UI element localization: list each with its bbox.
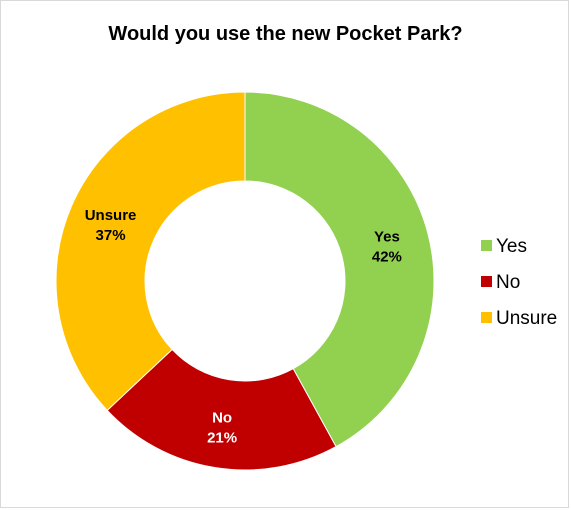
chart-legend: Yes No Unsure [481, 236, 557, 329]
slice-value-text: 21% [207, 430, 237, 447]
slice-value-text: 37% [96, 227, 126, 244]
slice-unsure [55, 91, 246, 412]
legend-label-no: No [496, 272, 520, 293]
slice-label-unsure: Unsure 37% [85, 207, 137, 244]
chart-title: Would you use the new Pocket Park? [108, 23, 463, 45]
slice-category-text: Yes [374, 229, 400, 246]
slice-category-text: Unsure [85, 207, 137, 224]
slice-category-text: No [212, 410, 232, 427]
slice-no [106, 348, 337, 471]
slice-labels: Yes 42% No 21% Unsure 37% [85, 207, 402, 447]
legend-label-unsure: Unsure [496, 308, 557, 329]
slice-yes [244, 91, 435, 448]
legend-label-yes: Yes [496, 236, 527, 257]
donut-slices [55, 91, 435, 471]
slice-value-text: 42% [372, 249, 402, 266]
slice-label-no: No 21% [207, 410, 237, 447]
legend-swatch-unsure [481, 312, 492, 323]
slice-label-yes: Yes 42% [372, 229, 402, 266]
legend-swatch-yes [481, 240, 492, 251]
legend-swatch-no [481, 276, 492, 287]
